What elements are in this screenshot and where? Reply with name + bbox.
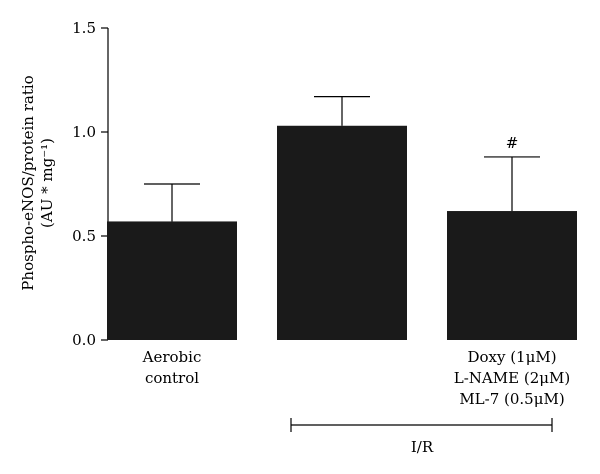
category-label: Aerobic [142, 348, 202, 366]
bar [107, 221, 237, 340]
bars: # [107, 96, 577, 340]
y-axis-title-line1: Phospho-eNOS/protein ratio [19, 75, 37, 290]
y-axis-title-line2: (AU * mg⁻¹) [38, 138, 56, 228]
category-labels: Aerobic control Doxy (1μM) L-NAME (2μM) ML-7… [142, 348, 571, 408]
y-tick-label: 1.5 [72, 19, 96, 37]
group-label: I/R [411, 438, 434, 456]
group-bracket [290, 418, 553, 432]
y-axis: 0.0 0.5 1.0 1.5 [72, 19, 109, 349]
bar [447, 211, 577, 340]
category-label: Doxy (1μM) [467, 348, 556, 366]
category-label: L-NAME (2μM) [454, 369, 570, 387]
y-tick-label: 0.5 [72, 227, 96, 245]
significance-marker: # [506, 134, 519, 152]
y-tick-label: 0.0 [72, 331, 96, 349]
bar [277, 125, 407, 340]
category-label: ML-7 (0.5μM) [459, 390, 564, 408]
category-label: control [145, 369, 199, 387]
y-tick-label: 1.0 [72, 123, 96, 141]
